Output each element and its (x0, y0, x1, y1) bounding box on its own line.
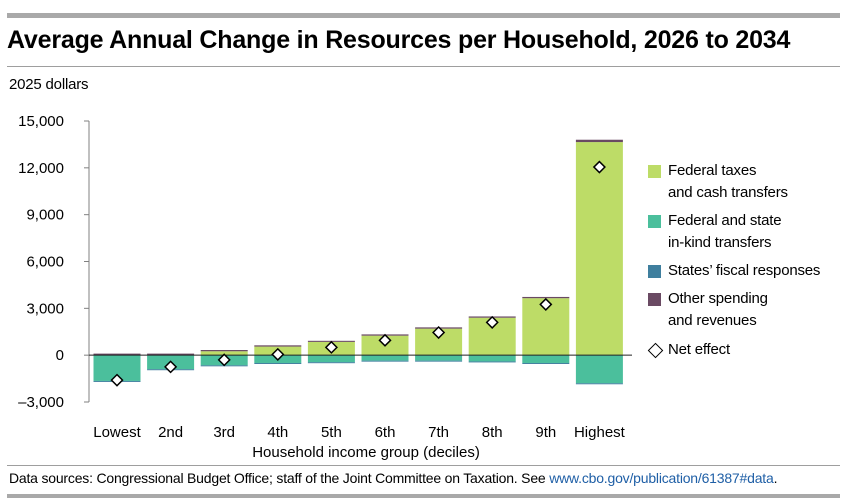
bar-segment-federal_taxes (200, 351, 248, 356)
y-axis-units: 2025 dollars (9, 76, 89, 93)
bar-segment-inkind (361, 355, 409, 361)
legend-label-line: and revenues (668, 312, 757, 329)
data-sources-suffix: . (773, 470, 778, 486)
bar-segment-inkind (415, 355, 463, 361)
bar-segment-states (415, 360, 463, 362)
x-tick-label: Highest (574, 424, 626, 441)
legend-label-line: Federal and state (668, 212, 782, 229)
y-tick-label: 3,000 (26, 300, 64, 317)
net-effect-marker (539, 297, 553, 311)
x-tick-label: 6th (375, 424, 396, 441)
x-tick-label: 8th (482, 424, 503, 441)
net-effect-marker (485, 315, 499, 329)
y-tick-label: 0 (56, 347, 64, 364)
x-tick-label: 7th (428, 424, 449, 441)
bar-segment-other (575, 139, 623, 143)
data-sources-text: Data sources: Congressional Budget Offic… (9, 470, 550, 486)
x-tick-label: 4th (267, 424, 288, 441)
bar-segment-states (468, 361, 516, 363)
bar-segment-states (254, 362, 302, 364)
legend-item-federal_taxes: Federal taxes and cash transfers (648, 160, 788, 204)
bar-segment-states (522, 362, 570, 364)
y-tick-label: 12,000 (18, 160, 64, 177)
y-tick-label: 9,000 (26, 207, 64, 224)
bar-segment-inkind (468, 355, 516, 362)
x-tick-label: 2nd (158, 424, 183, 441)
bar-segment-states (575, 383, 623, 385)
y-tick-label: 6,000 (26, 254, 64, 271)
bar-segment-inkind (522, 355, 570, 363)
bars (93, 139, 623, 385)
net-effect-marker (432, 325, 446, 340)
bar-segment-federal_taxes (575, 142, 623, 356)
net-effect-marker (110, 373, 124, 387)
x-axis-labels: Lowest 2nd 3rd 4th 5th 6th 7th 8th 9th Highest (93, 424, 625, 441)
data-link[interactable]: www.cbo.gov/publication/61387#data (549, 470, 774, 486)
legend-item-net-effect: Net effect (647, 339, 730, 361)
legend-item-inkind: Federal and state in-kind transfers (648, 210, 782, 254)
y-tick-label: 15,000 (18, 113, 64, 130)
legend-swatch (648, 293, 661, 306)
legend-swatch (648, 265, 661, 278)
x-tick-label: Lowest (93, 424, 141, 441)
bar-segment-states (361, 360, 409, 362)
bar-segment-inkind (575, 355, 623, 384)
net-effect-markers (110, 160, 606, 387)
bar-segment-other (147, 353, 195, 356)
bar-segment-other (200, 350, 248, 352)
legend-item-other: Other spending and revenues (648, 288, 768, 332)
legend-label-line: Net effect (668, 341, 730, 358)
bar-segment-other (93, 353, 141, 356)
legend-item-states: States’ fiscal responses (648, 260, 820, 282)
bar-segment-other (522, 296, 570, 299)
footer-rule (7, 465, 840, 466)
x-tick-label: 3rd (213, 424, 235, 441)
top-rule (7, 13, 840, 18)
net-effect-marker (592, 160, 606, 174)
y-tick-label: –3,000 (18, 394, 64, 411)
chart-title: Average Annual Change in Resources per H… (7, 26, 791, 54)
net-effect-marker (378, 333, 392, 347)
legend-swatch (648, 215, 661, 228)
bottom-rule (7, 494, 840, 498)
x-axis-title: Household income group (deciles) (252, 444, 480, 461)
legend-label-line: Federal taxes (668, 162, 757, 179)
legend-label-line: States’ fiscal responses (668, 262, 821, 279)
data-sources: Data sources: Congressional Budget Offic… (9, 470, 777, 486)
bar-segment-states (307, 362, 355, 364)
bar-segment-inkind (307, 355, 355, 363)
legend-swatch (648, 165, 661, 178)
y-axis-ticks: –3,000 0 3,000 6,000 9,000 12,000 15,000 (18, 113, 90, 411)
x-tick-label: 5th (321, 424, 342, 441)
bar-segment-other (254, 345, 302, 347)
x-tick-label: 9th (535, 424, 556, 441)
net-effect-marker (271, 347, 285, 361)
net-effect-marker (324, 340, 338, 354)
legend-label-line: in-kind transfers (668, 234, 772, 251)
legend-label-line: and cash transfers (668, 184, 788, 201)
diamond-icon (647, 342, 664, 359)
net-effect-marker (217, 353, 231, 367)
net-effect-marker (164, 360, 178, 374)
legend-label-line: Other spending (668, 290, 768, 307)
title-rule (7, 66, 840, 67)
